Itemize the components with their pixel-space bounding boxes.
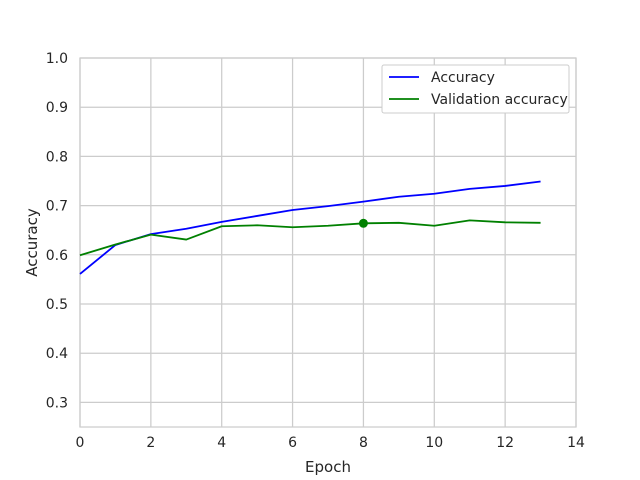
x-tick-label: 14 bbox=[567, 435, 585, 451]
x-tick-label: 8 bbox=[359, 435, 368, 451]
y-tick-label: 0.9 bbox=[46, 100, 68, 116]
series-lines bbox=[79, 180, 541, 275]
x-axis-ticks: 0 2 4 6 8 10 12 14 bbox=[76, 435, 585, 451]
y-axis-ticks: 0.3 0.4 0.5 0.6 0.7 0.8 0.9 1.0 bbox=[46, 51, 68, 411]
y-tick-label: 0.8 bbox=[46, 149, 68, 165]
markers bbox=[358, 218, 368, 228]
y-tick-label: 0.7 bbox=[46, 199, 68, 215]
y-tick-label: 0.5 bbox=[46, 297, 68, 313]
best-epoch-marker bbox=[358, 218, 368, 228]
y-tick-label: 1.0 bbox=[46, 51, 68, 67]
y-tick-label: 0.4 bbox=[46, 346, 68, 362]
x-tick-label: 2 bbox=[146, 435, 155, 451]
y-tick-label: 0.6 bbox=[46, 248, 68, 264]
x-tick-label: 10 bbox=[425, 435, 443, 451]
x-tick-label: 4 bbox=[217, 435, 226, 451]
legend-label-validation-accuracy: Validation accuracy bbox=[431, 92, 568, 108]
x-tick-label: 0 bbox=[76, 435, 85, 451]
legend: Accuracy Validation accuracy bbox=[381, 64, 570, 114]
y-axis-label: Accuracy bbox=[23, 208, 41, 277]
x-tick-label: 6 bbox=[288, 435, 297, 451]
series-line-accuracy bbox=[79, 180, 541, 275]
plot-area bbox=[79, 57, 577, 428]
legend-box bbox=[381, 64, 570, 114]
legend-label-accuracy: Accuracy bbox=[431, 70, 495, 86]
y-tick-label: 0.3 bbox=[46, 395, 68, 411]
x-tick-label: 12 bbox=[496, 435, 514, 451]
x-axis-label: Epoch bbox=[305, 458, 351, 476]
series-line-validation-accuracy bbox=[79, 219, 541, 257]
